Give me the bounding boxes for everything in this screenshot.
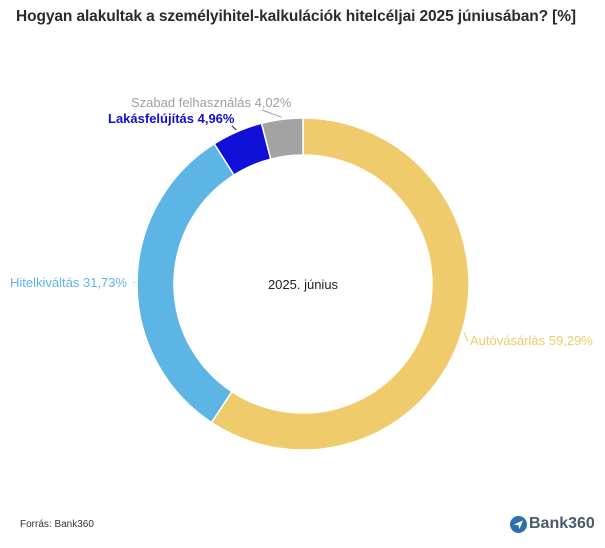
chart-title: Hogyan alakultak a személyihitel-kalkulá… bbox=[16, 8, 576, 25]
label-lakasfelujitas: Lakásfelújítás 4,96% bbox=[108, 111, 235, 126]
center-label: 2025. június bbox=[268, 277, 339, 292]
label-autovasarlas: Autóvásárlás 59,29% bbox=[470, 333, 593, 348]
plane-icon bbox=[510, 515, 527, 533]
label-hitelkivaltas: Hitelkiváltás 31,73% bbox=[10, 275, 127, 290]
leader-hitelkivaltas bbox=[133, 281, 136, 284]
leader-autovasarlas bbox=[463, 332, 469, 342]
label-szabad-felhasznalas: Szabad felhasználás 4,02% bbox=[131, 95, 292, 110]
slice-szabad-felhasznalas bbox=[260, 117, 304, 161]
leader-lakasfelujitas bbox=[231, 125, 237, 131]
source-note: Forrás: Bank360 bbox=[20, 519, 94, 530]
brand-logo: Bank360 bbox=[510, 515, 595, 533]
slice-autovasarlas bbox=[210, 117, 470, 451]
brand-name: Bank360 bbox=[529, 515, 595, 532]
slice-hitelkivaltas bbox=[136, 142, 236, 424]
donut-chart: Autóvásárlás 59,29% Hitelkiváltás 31,73% L… bbox=[10, 95, 593, 451]
leader-szabad-felhasznalas bbox=[261, 109, 283, 118]
